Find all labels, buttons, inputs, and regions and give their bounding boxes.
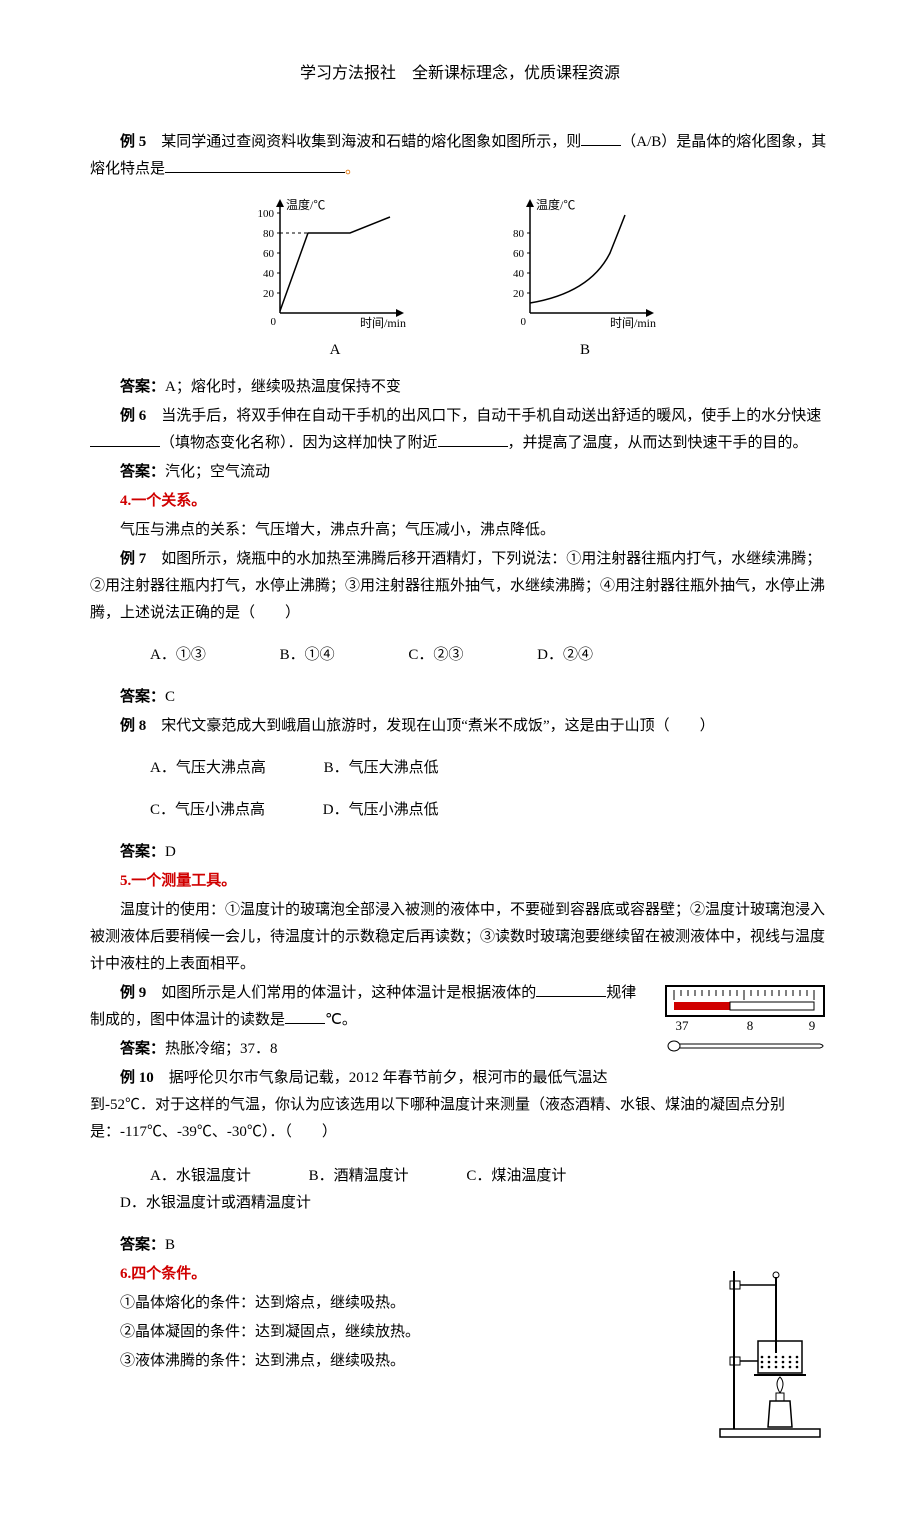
- answer-6-text: 汽化；空气流动: [165, 464, 270, 480]
- svg-text:时间/min: 时间/min: [610, 316, 656, 330]
- svg-text:温度/℃: 温度/℃: [536, 197, 575, 212]
- svg-text:60: 60: [513, 248, 525, 260]
- svg-text:0: 0: [521, 316, 527, 328]
- answer-label: 答案：: [120, 464, 165, 480]
- page-header: 学习方法报社 全新课标理念，优质课程资源: [90, 60, 830, 89]
- example-8: 例 8 宋代文豪范成大到峨眉山旅游时，发现在山顶“煮米不成饭”，这是由于山顶（ …: [90, 713, 830, 740]
- example-5-text-1: 某同学通过查阅资料收集到海波和石蜡的熔化图象如图所示，则: [161, 134, 581, 150]
- thermometer-svg: 37 8 9: [660, 980, 830, 1060]
- example-10-label: 例 10: [120, 1070, 154, 1086]
- example-5-label: 例 5: [120, 134, 146, 150]
- opt-c: C．煤油温度计: [436, 1163, 566, 1190]
- opt-a: A．气压大沸点高: [120, 755, 266, 782]
- answer-5-text: A；熔化时，继续吸热温度保持不变: [165, 379, 401, 395]
- example-6: 例 6 当洗手后，将双手伸在自动干手机的出风口下，自动干手机自动送出舒适的暖风，…: [90, 403, 830, 457]
- blank: [165, 157, 345, 173]
- example-6-t1: 当洗手后，将双手伸在自动干手机的出风口下，自动干手机自动送出舒适的暖风，使手上的…: [161, 408, 821, 424]
- opt-d: D．气压小沸点低: [293, 797, 439, 824]
- example-6-t2: （填物态变化名称）．因为这样加快了附近: [160, 435, 438, 451]
- opt-a: A．水银温度计: [120, 1163, 251, 1190]
- svg-text:9: 9: [809, 1018, 816, 1033]
- opt-b: B．酒精温度计: [279, 1163, 409, 1190]
- svg-text:20: 20: [513, 288, 525, 300]
- answer-label: 答案：: [120, 1041, 165, 1057]
- answer-7-text: C: [165, 689, 175, 705]
- opt-b: B．①④: [250, 642, 335, 669]
- opt-d: D．②④: [507, 642, 593, 669]
- svg-text:8: 8: [747, 1018, 754, 1033]
- answer-8-text: D: [165, 844, 176, 860]
- chart-a-label: A: [240, 337, 430, 364]
- example-7: 例 7 如图所示，烧瓶中的水加热至沸腾后移开酒精灯，下列说法：①用注射器往瓶内打…: [90, 546, 830, 627]
- svg-text:20: 20: [263, 288, 275, 300]
- svg-text:40: 40: [263, 268, 275, 280]
- svg-text:温度/℃: 温度/℃: [286, 197, 325, 212]
- example-7-text: 如图所示，烧瓶中的水加热至沸腾后移开酒精灯，下列说法：①用注射器往瓶内打气，水继…: [90, 551, 825, 621]
- example-7-options: A．①③ B．①④ C．②③ D．②④: [90, 642, 830, 669]
- orange-period: 。: [345, 161, 360, 177]
- answer-5: 答案：A；熔化时，继续吸热温度保持不变: [90, 374, 830, 401]
- chart-b-box: 20 40 60 80 0 温度/℃ 时间/min B: [490, 193, 680, 364]
- example-10: 例 10 据呼伦贝尔市气象局记载，2012 年春节前夕，根河市的最低气温达到-5…: [90, 1065, 830, 1146]
- section-5-title: 5.一个测量工具。: [90, 868, 830, 895]
- chart-a-box: 20 40 60 80 100 0 温度/℃ 时间/min A: [240, 193, 430, 364]
- svg-text:100: 100: [258, 208, 275, 220]
- opt-b: B．气压大沸点低: [294, 755, 439, 782]
- blank: [90, 431, 160, 447]
- answer-7: 答案：C: [90, 684, 830, 711]
- blank: [536, 981, 606, 997]
- opt-a: A．①③: [120, 642, 206, 669]
- section-5-body: 温度计的使用：①温度计的玻璃泡全部浸入被测的液体中，不要碰到容器底或容器壁；②温…: [90, 897, 830, 978]
- thermometer-figure: 37 8 9: [660, 980, 830, 1070]
- opt-c: C．气压小沸点高: [120, 797, 265, 824]
- example-8-text: 宋代文豪范成大到峨眉山旅游时，发现在山顶“煮米不成饭”，这是由于山顶（ ）: [161, 718, 714, 734]
- example-8-options-2: C．气压小沸点高 D．气压小沸点低: [90, 797, 830, 824]
- answer-label: 答案：: [120, 1237, 165, 1253]
- example-7-label: 例 7: [120, 551, 146, 567]
- example-10-options: A．水银温度计 B．酒精温度计 C．煤油温度计 D．水银温度计或酒精温度计: [90, 1163, 830, 1217]
- svg-text:60: 60: [263, 248, 275, 260]
- svg-text:0: 0: [271, 316, 277, 328]
- svg-text:40: 40: [513, 268, 525, 280]
- example-6-label: 例 6: [120, 408, 146, 424]
- opt-d: D．水银温度计或酒精温度计: [90, 1190, 311, 1217]
- example-8-label: 例 8: [120, 718, 146, 734]
- stand-figure: [710, 1261, 830, 1451]
- example-10-text: 据呼伦贝尔市气象局记载，2012 年春节前夕，根河市的最低气温达到-52℃．对于…: [90, 1070, 785, 1140]
- blank: [581, 130, 621, 146]
- stand-svg: [710, 1261, 830, 1441]
- svg-text:时间/min: 时间/min: [360, 316, 406, 330]
- opt-c: C．②③: [378, 642, 463, 669]
- charts-row: 20 40 60 80 100 0 温度/℃ 时间/min A 20 40 60 80 0 温度/℃ 时间…: [90, 193, 830, 364]
- answer-8: 答案：D: [90, 839, 830, 866]
- answer-label: 答案：: [120, 689, 165, 705]
- example-6-t3: ，并提高了温度，从而达到快速干手的目的。: [508, 435, 808, 451]
- answer-10-text: B: [165, 1237, 175, 1253]
- answer-label: 答案：: [120, 844, 165, 860]
- answer-10: 答案：B: [90, 1232, 830, 1259]
- svg-text:80: 80: [513, 228, 525, 240]
- example-9-t3: ℃。: [325, 1012, 357, 1028]
- section-4-body: 气压与沸点的关系：气压增大，沸点升高；气压减小，沸点降低。: [90, 517, 830, 544]
- chart-b-label: B: [490, 337, 680, 364]
- answer-6: 答案：汽化；空气流动: [90, 459, 830, 486]
- answer-label: 答案：: [120, 379, 165, 395]
- example-9-t1: 如图所示是人们常用的体温计，这种体温计是根据液体的: [161, 985, 536, 1001]
- section-4-title: 4.一个关系。: [90, 488, 830, 515]
- example-5: 例 5 某同学通过查阅资料收集到海波和石蜡的熔化图象如图所示，则（A/B）是晶体…: [90, 129, 830, 183]
- chart-b: 20 40 60 80 0 温度/℃ 时间/min: [490, 193, 680, 333]
- answer-9-text: 热胀冷缩；37．8: [165, 1041, 278, 1057]
- svg-text:37: 37: [676, 1018, 690, 1033]
- example-8-options-1: A．气压大沸点高 B．气压大沸点低: [90, 755, 830, 782]
- svg-text:80: 80: [263, 228, 275, 240]
- blank: [438, 431, 508, 447]
- example-9-label: 例 9: [120, 985, 146, 1001]
- blank: [285, 1008, 325, 1024]
- chart-a: 20 40 60 80 100 0 温度/℃ 时间/min: [240, 193, 430, 333]
